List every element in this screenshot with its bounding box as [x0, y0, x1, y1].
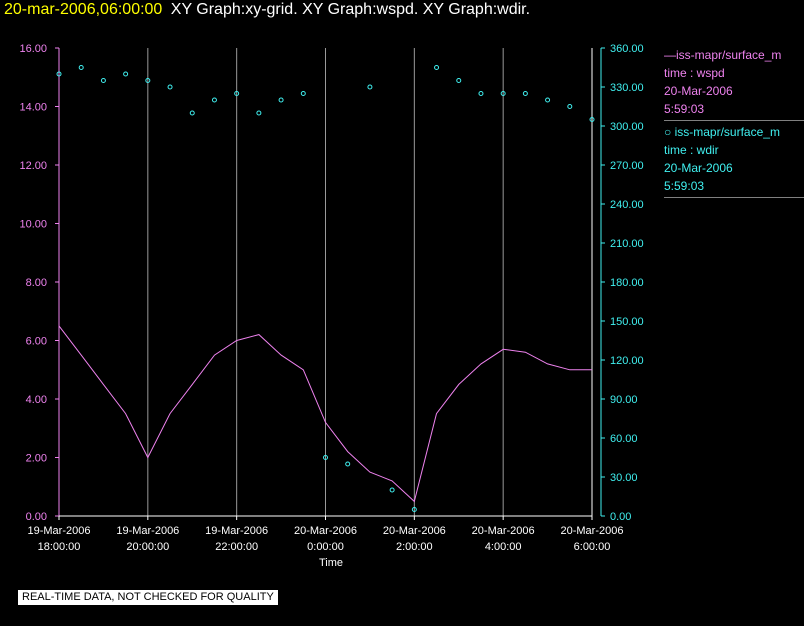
line-swatch-icon: —: [664, 48, 676, 62]
legend-wspd-time: 5:59:03: [664, 102, 705, 116]
x-tick-label: 20-Mar-2006: [383, 525, 446, 537]
header: 20-mar-2006,06:00:00 XY Graph:xy-grid. X…: [4, 1, 530, 21]
x-tick-label: 0:00:00: [307, 541, 344, 553]
x-tick-label: 19-Mar-2006: [205, 525, 268, 537]
x-tick-label: 20-Mar-2006: [472, 525, 535, 537]
x-axis-ticks: 19-Mar-2006 18:00:00 19-Mar-2006 20:00:00 19…: [28, 516, 624, 553]
right-tick-label: 330.00: [610, 82, 644, 94]
legend: —iss-mapr/surface_m time : wspd 20-Mar-2…: [664, 46, 804, 200]
right-tick-label: 60.00: [610, 433, 638, 445]
wdir-point: [211, 97, 217, 103]
x-axis-label: Time: [319, 557, 343, 569]
right-tick-label: 270.00: [610, 160, 644, 172]
left-tick-label: 12.00: [19, 160, 47, 172]
legend-wspd-source: —iss-mapr/surface_m: [664, 48, 782, 62]
right-tick-label: 150.00: [610, 316, 644, 328]
wdir-point: [323, 455, 328, 460]
wdir-point: [456, 78, 462, 83]
wdir-series: [56, 65, 595, 512]
quality-notice: REAL-TIME DATA, NOT CHECKED FOR QUALITY: [18, 590, 278, 605]
wdir-point: [145, 78, 151, 83]
right-tick-label: 120.00: [610, 355, 644, 367]
right-tick-label: 210.00: [610, 238, 644, 250]
wdir-point: [123, 71, 129, 77]
right-tick-label: 0.00: [610, 511, 631, 523]
right-tick-label: 240.00: [610, 199, 644, 211]
header-graph-titles: XY Graph:xy-grid. XY Graph:wspd. XY Grap…: [170, 1, 531, 18]
wdir-point: [522, 91, 528, 96]
legend-wdir-time: 5:59:03: [664, 179, 705, 193]
x-tick-label: 4:00:00: [485, 541, 522, 553]
left-tick-label: 2.00: [26, 453, 47, 465]
wdir-point: [434, 65, 440, 70]
legend-wspd-variable: time : wspd: [664, 66, 725, 80]
x-tick-label: 6:00:00: [574, 541, 611, 553]
right-axis-ticks: 0.00 30.00 60.00 90.00 120.00 150.00 180.00 210…: [601, 43, 644, 523]
wdir-point: [100, 78, 106, 83]
left-tick-label: 14.00: [19, 102, 47, 114]
x-tick-label: 18:00:00: [38, 541, 81, 553]
vertical-grid-lines: [147, 48, 504, 516]
legend-wdir-variable: time : wdir: [664, 143, 719, 157]
wdir-point: [234, 91, 240, 96]
wdir-point: [545, 97, 551, 103]
wdir-point: [500, 91, 506, 96]
wspd-series: [58, 325, 592, 503]
left-tick-label: 16.00: [19, 43, 47, 55]
legend-wdir-date: 20-Mar-2006: [664, 161, 733, 175]
wdir-point: [345, 461, 351, 467]
right-tick-label: 30.00: [610, 472, 638, 484]
wdir-point: [367, 84, 373, 90]
wdir-point: [478, 91, 484, 96]
right-tick-label: 90.00: [610, 394, 638, 406]
wdir-point: [411, 507, 417, 512]
right-tick-label: 180.00: [610, 277, 644, 289]
wspd-line: [58, 325, 592, 503]
wdir-point: [567, 104, 573, 109]
x-tick-label: 20-Mar-2006: [294, 525, 357, 537]
legend-wspd-date: 20-Mar-2006: [664, 84, 733, 98]
circle-marker-icon: ○: [664, 125, 675, 139]
x-tick-label: 20-Mar-2006: [561, 525, 624, 537]
x-tick-label: 2:00:00: [396, 541, 433, 553]
wdir-point: [589, 117, 595, 122]
left-tick-label: 0.00: [26, 511, 47, 523]
wdir-point: [189, 110, 195, 116]
left-tick-label: 4.00: [26, 394, 47, 406]
x-tick-label: 19-Mar-2006: [28, 525, 91, 537]
legend-wdir: ○ iss-mapr/surface_m time : wdir 20-Mar-…: [664, 123, 804, 198]
right-tick-label: 300.00: [610, 121, 644, 133]
wdir-point: [167, 84, 173, 90]
header-date: 20-mar-2006,06:00:00: [4, 1, 163, 18]
wdir-point: [389, 487, 395, 493]
right-tick-label: 360.00: [610, 43, 644, 55]
left-tick-label: 8.00: [26, 277, 47, 289]
wdir-point: [78, 65, 84, 70]
wdir-point: [278, 97, 284, 103]
x-tick-label: 19-Mar-2006: [116, 525, 179, 537]
wdir-point: [256, 110, 262, 116]
wdir-point: [300, 91, 306, 96]
legend-wspd: —iss-mapr/surface_m time : wspd 20-Mar-2…: [664, 46, 804, 121]
left-tick-label: 10.00: [19, 219, 47, 231]
left-axis-ticks: 0.00 2.00 4.00 6.00 8.00 10.00 12.00 14.00 16.00: [19, 43, 59, 523]
x-tick-label: 20:00:00: [126, 541, 169, 553]
x-tick-label: 22:00:00: [215, 541, 258, 553]
axes: [58, 48, 602, 517]
left-tick-label: 6.00: [26, 336, 47, 348]
legend-wdir-source: ○ iss-mapr/surface_m: [664, 125, 780, 139]
wdir-point: [56, 71, 62, 77]
